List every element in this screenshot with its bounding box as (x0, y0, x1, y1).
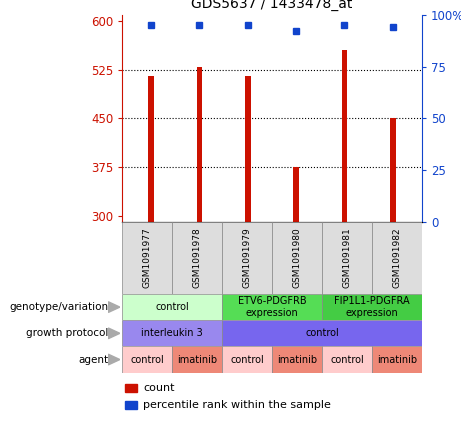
Text: FIP1L1-PDGFRA
expression: FIP1L1-PDGFRA expression (334, 296, 410, 318)
Text: imatinib: imatinib (177, 354, 217, 365)
Text: GSM1091978: GSM1091978 (193, 228, 201, 288)
Text: control: control (230, 354, 264, 365)
Text: count: count (143, 382, 175, 393)
Text: ETV6-PDGFRB
expression: ETV6-PDGFRB expression (238, 296, 306, 318)
Bar (122, 294, 222, 320)
Text: control: control (130, 354, 164, 365)
Bar (222, 294, 322, 320)
Bar (272, 346, 322, 373)
Bar (390, 118, 396, 222)
Text: growth protocol: growth protocol (26, 328, 108, 338)
Bar (372, 222, 422, 294)
Text: GSM1091979: GSM1091979 (242, 228, 252, 288)
Polygon shape (108, 302, 120, 313)
Bar (122, 222, 172, 294)
Text: GSM1091981: GSM1091981 (343, 228, 351, 288)
Bar (148, 76, 154, 222)
Text: control: control (330, 354, 364, 365)
Text: control: control (155, 302, 189, 312)
Bar (293, 167, 299, 222)
Bar (245, 76, 251, 222)
Bar (222, 222, 272, 294)
Bar (125, 384, 137, 392)
Polygon shape (108, 354, 120, 365)
Text: GSM1091982: GSM1091982 (392, 228, 402, 288)
Bar (322, 294, 422, 320)
Text: imatinib: imatinib (277, 354, 317, 365)
Text: percentile rank within the sample: percentile rank within the sample (143, 400, 331, 410)
Text: control: control (305, 328, 339, 338)
Bar (272, 222, 322, 294)
Polygon shape (108, 328, 120, 339)
Bar (372, 346, 422, 373)
Bar (322, 222, 372, 294)
Bar (342, 50, 348, 222)
Bar (196, 67, 202, 222)
Bar (122, 320, 222, 346)
Bar (172, 346, 222, 373)
Bar (125, 401, 137, 409)
Text: agent: agent (78, 354, 108, 365)
Bar (172, 222, 222, 294)
Title: GDS5637 / 1433478_at: GDS5637 / 1433478_at (191, 0, 353, 11)
Bar (222, 320, 422, 346)
Text: GSM1091977: GSM1091977 (142, 228, 152, 288)
Text: imatinib: imatinib (377, 354, 417, 365)
Bar (122, 346, 172, 373)
Bar (222, 346, 272, 373)
Text: interleukin 3: interleukin 3 (141, 328, 203, 338)
Bar (322, 346, 372, 373)
Text: genotype/variation: genotype/variation (9, 302, 108, 312)
Text: GSM1091980: GSM1091980 (292, 228, 301, 288)
